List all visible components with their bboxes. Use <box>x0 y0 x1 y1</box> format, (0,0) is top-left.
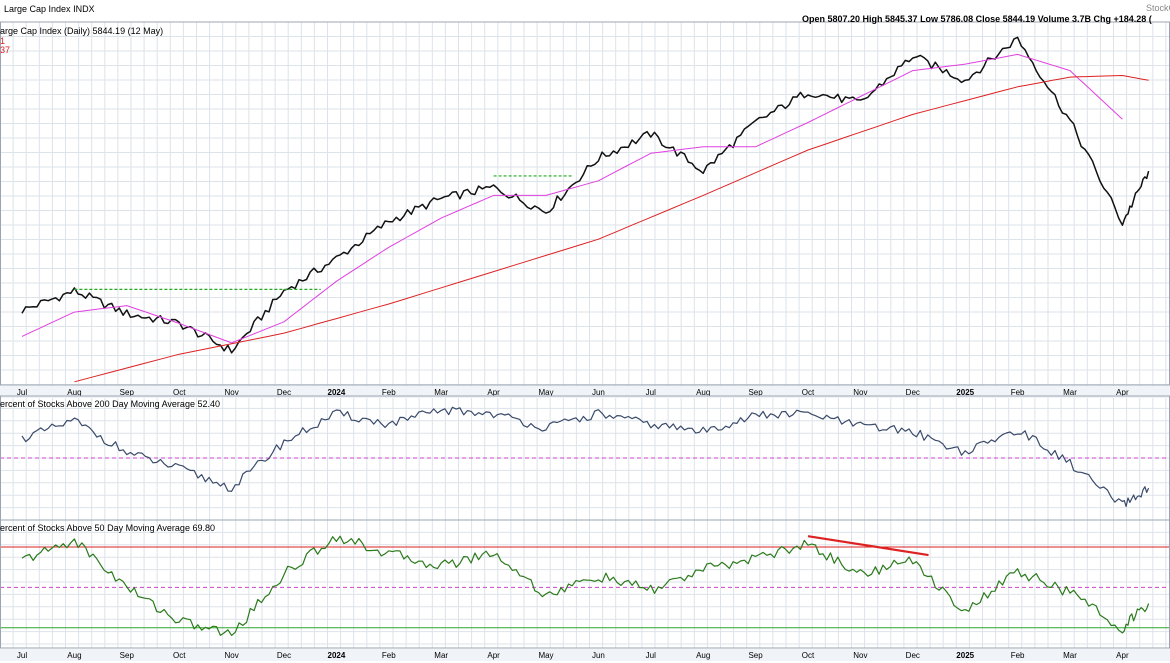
series-line-0-0 <box>21 36 1150 354</box>
series-line-2-0 <box>21 535 1150 636</box>
panel-frame <box>0 21 1170 386</box>
x-axis-label: Jul <box>17 651 27 660</box>
x-axis-label: Oct <box>802 651 815 660</box>
panel-frames <box>0 21 1170 649</box>
x-axis-label: Nov <box>224 388 238 397</box>
x-axis-strip <box>0 386 1170 398</box>
panel-frame <box>0 519 1170 649</box>
x-axis-label: Jul <box>646 388 656 397</box>
x-axis-label: Mar <box>1063 651 1077 660</box>
x-axis-label: Jun <box>592 651 605 660</box>
exchange: INDX <box>73 4 95 14</box>
x-axis-label: Jun <box>592 388 605 397</box>
x-axis-label: Aug <box>67 651 81 660</box>
x-axis-label: Feb <box>1011 651 1025 660</box>
levels <box>0 457 1170 629</box>
x-axis-label: Sep <box>120 388 135 397</box>
annotations <box>74 175 929 557</box>
x-axis-label: Sep <box>748 388 763 397</box>
x-axis-labels: Jul Aug Sep Oct Nov Dec 2024 Feb Mar Apr May Jun Jul… <box>0 386 1170 661</box>
watermark: StockC <box>1146 3 1170 13</box>
x-axis-label: 2025 <box>956 651 974 660</box>
p50-panel-label: ercent of Stocks Above 50 Day Moving Ave… <box>0 523 215 533</box>
x-axis-label: 2024 <box>328 651 346 660</box>
x-axis-label: Apr <box>1116 388 1129 397</box>
trend-line <box>807 535 929 557</box>
x-axis-label: Dec <box>277 651 291 660</box>
x-axis-label: Dec <box>906 388 920 397</box>
x-axis-label: Nov <box>853 651 867 660</box>
x-axis-label: Nov <box>224 651 238 660</box>
x-axis-label: Mar <box>434 651 448 660</box>
x-axis-label: Mar <box>434 388 448 397</box>
x-axis-label: Oct <box>173 388 186 397</box>
x-axis-label: Aug <box>696 388 710 397</box>
x-axis-label: Feb <box>382 651 396 660</box>
series-line-0-1 <box>21 53 1123 344</box>
x-axis-label: 2025 <box>956 388 974 397</box>
symbol-name: Large Cap Index <box>4 4 71 14</box>
x-axis-label: Apr <box>487 388 500 397</box>
x-axis-label: Aug <box>67 388 81 397</box>
x-axis-label: May <box>538 388 553 397</box>
x-axis-label: Feb <box>382 388 396 397</box>
x-axis-strip <box>0 649 1170 661</box>
grid <box>0 21 1170 648</box>
x-axis-label: Dec <box>906 651 920 660</box>
x-axis-label: Nov <box>853 388 867 397</box>
x-axis-label: Feb <box>1011 388 1025 397</box>
x-axis-label: Sep <box>120 651 135 660</box>
ohlc-readout: Open 5807.20 High 5845.37 Low 5786.08 Cl… <box>802 14 1152 24</box>
price-legend-2: 37 <box>0 45 11 55</box>
chart-title: Large Cap Index INDX <box>4 4 95 14</box>
series <box>21 36 1150 636</box>
series-line-0-2 <box>74 75 1149 383</box>
x-axis-label: 2024 <box>328 388 346 397</box>
x-axis-label: Jul <box>646 651 656 660</box>
x-axis-label: Oct <box>802 388 815 397</box>
x-axis-label: Sep <box>748 651 763 660</box>
price-panel-label: arge Cap Index (Daily) 5844.19 (12 May) <box>0 26 164 36</box>
x-axis-label: Oct <box>173 651 186 660</box>
price-legend-1: 1 <box>0 36 6 46</box>
x-axis-label: Jul <box>17 388 27 397</box>
x-axis-label: Apr <box>487 651 500 660</box>
p200-panel-label: ercent of Stocks Above 200 Day Moving Av… <box>0 399 220 409</box>
x-axis-label: Aug <box>696 651 710 660</box>
x-axis-label: Apr <box>1116 651 1129 660</box>
x-axis-label: Mar <box>1063 388 1077 397</box>
x-axis-label: May <box>538 651 553 660</box>
series-line-1-0 <box>21 406 1150 507</box>
x-axis-label: Dec <box>277 388 291 397</box>
